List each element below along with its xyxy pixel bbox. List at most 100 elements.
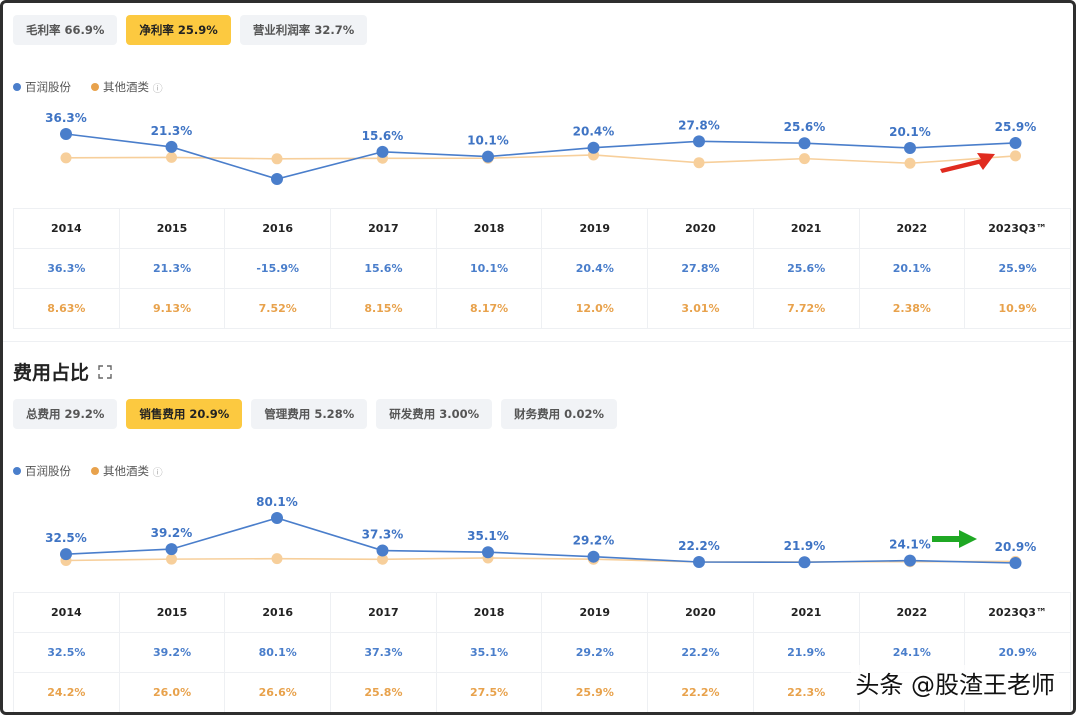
- s2-value-cell: 25.9%: [541, 672, 649, 712]
- year-cell: 2021: [752, 208, 860, 249]
- selling-expense-table: 2014 2015 2016 2017 2018 2019 2020 2021 2022 2023…: [13, 592, 1071, 712]
- expense-tabs: 总费用 29.2% 销售费用 20.9% 管理费用 5.28% 研发费用 3.0…: [13, 399, 618, 429]
- series-line-s1: [65, 133, 1016, 180]
- info-icon[interactable]: ⓘ: [152, 467, 163, 479]
- data-label-s1: 39.2%: [151, 526, 193, 540]
- year-cell: 2020: [647, 208, 754, 249]
- s2-value-cell: 26.6%: [224, 672, 332, 712]
- selling-expense-chart: 32.5% 39.2% 80.1% 37.3% 35.1% 29.2% 22.2% 21.9%…: [45, 495, 1037, 569]
- s1-value-cell: 22.2%: [647, 632, 754, 673]
- data-label-s1: 36.3%: [45, 111, 87, 125]
- point-s1: [376, 544, 389, 557]
- tab-rd-expense[interactable]: 研发费用 3.00%: [376, 399, 493, 429]
- expand-icon[interactable]: [97, 364, 113, 380]
- red-arrow-icon: [940, 153, 995, 173]
- s2-value-cell: 3.01%: [647, 288, 754, 329]
- point-s2: [271, 153, 283, 165]
- year-cell: 2023Q3™: [964, 592, 1071, 633]
- point-s2: [271, 553, 283, 565]
- net-margin-table: 2014 2015 2016 2017 2018 2019 2020 2021 2022 2023…: [13, 208, 1071, 329]
- legend-label-s1: 百润股份: [25, 464, 71, 478]
- s2-value-cell: 27.5%: [435, 672, 543, 712]
- s2-value-cell: 8.17%: [435, 288, 543, 329]
- s1-value-cell: 36.3%: [13, 248, 120, 289]
- tab-finance-expense[interactable]: 财务费用 0.02%: [501, 399, 618, 429]
- data-label-s1: 20.9%: [995, 540, 1037, 554]
- year-cell: 2015: [118, 208, 226, 249]
- point-s1: [798, 556, 811, 569]
- tab-net-margin[interactable]: 净利率 25.9%: [126, 15, 231, 45]
- point-s1: [904, 141, 916, 154]
- green-arrow-icon: [932, 530, 977, 548]
- point-s1: [587, 550, 600, 563]
- tab-admin-expense[interactable]: 管理费用 5.28%: [251, 399, 368, 429]
- table-row: 2014 2015 2016 2017 2018 2019 2020 2021 2022 2023…: [13, 592, 1071, 633]
- s1-value-cell: 27.8%: [647, 248, 754, 289]
- legend-item-s1[interactable]: 百润股份: [13, 463, 71, 479]
- s1-value-cell: 80.1%: [224, 632, 332, 673]
- point-s1: [693, 556, 705, 569]
- tab-gross-margin[interactable]: 毛利率 66.9%: [13, 15, 118, 45]
- s1-value-cell: 15.6%: [330, 248, 437, 289]
- year-cell: 2014: [13, 208, 120, 249]
- net-margin-chart: 36.3% 21.3% 15.6% 10.1% 20.4% 27.8% 25.6% 20.1%…: [45, 111, 1037, 185]
- watermark: 头条 @股渣王老师: [851, 665, 1059, 700]
- s2-value-cell: 7.72%: [752, 288, 860, 329]
- s1-value-cell: 10.1%: [435, 248, 543, 289]
- data-label-s1: 20.1%: [889, 125, 931, 139]
- s2-value-cell: 10.9%: [964, 288, 1071, 329]
- s2-value-cell: 8.15%: [330, 288, 437, 329]
- year-cell: 2019: [541, 208, 649, 249]
- point-s2: [904, 157, 916, 169]
- point-s1: [798, 137, 811, 150]
- data-label-s1: 10.1%: [467, 134, 509, 148]
- legend-label-s1: 百润股份: [25, 80, 71, 94]
- year-cell: 2022: [858, 592, 966, 633]
- year-cell: 2018: [435, 208, 543, 249]
- legend-item-s1[interactable]: 百润股份: [13, 79, 71, 95]
- tab-selling-expense[interactable]: 销售费用 20.9%: [126, 399, 243, 429]
- info-icon[interactable]: ⓘ: [152, 83, 163, 95]
- data-label-s1: 21.9%: [784, 539, 826, 553]
- year-cell: 2016: [224, 592, 332, 633]
- point-s2: [693, 157, 705, 169]
- point-s2: [166, 151, 177, 163]
- section-title: 费用占比: [13, 358, 113, 385]
- ratio-tabs: 毛利率 66.9% 净利率 25.9% 营业利润率 32.7%: [13, 15, 368, 45]
- tab-total-expense[interactable]: 总费用 29.2%: [13, 399, 118, 429]
- legend-dot-s2: [91, 467, 99, 475]
- s2-value-cell: 12.0%: [541, 288, 649, 329]
- table-row: 2014 2015 2016 2017 2018 2019 2020 2021 2022 2023…: [13, 208, 1071, 249]
- table-row: 8.63% 9.13% 7.52% 8.15% 8.17% 12.0% 3.01% 7.72%…: [13, 288, 1071, 329]
- legend-bottom: 百润股份 其他酒类 ⓘ: [13, 463, 177, 479]
- legend-item-s2[interactable]: 其他酒类 ⓘ: [91, 463, 163, 479]
- point-s1: [1009, 136, 1022, 149]
- s2-value-cell: 8.63%: [13, 288, 120, 329]
- point-s1: [376, 145, 389, 158]
- year-cell: 2022: [858, 208, 966, 249]
- point-s1: [482, 150, 494, 163]
- table-row: 36.3% 21.3% -15.9% 15.6% 10.1% 20.4% 27.8% 25.6…: [13, 248, 1071, 289]
- tab-operating-margin[interactable]: 营业利润率 32.7%: [239, 15, 368, 45]
- point-s2: [799, 153, 810, 165]
- s2-value-cell: 9.13%: [118, 288, 226, 329]
- legend-dot-s1: [13, 83, 21, 91]
- point-s2: [1010, 150, 1021, 162]
- legend-top: 百润股份 其他酒类 ⓘ: [13, 79, 177, 95]
- series-line-s1: [65, 517, 1016, 564]
- section-divider: [3, 341, 1073, 342]
- s1-value-cell: 39.2%: [118, 632, 226, 673]
- legend-dot-s1: [13, 467, 21, 475]
- data-label-s1: 15.6%: [362, 129, 404, 143]
- point-s1: [482, 546, 494, 559]
- expense-ratio-title: 费用占比: [13, 362, 90, 384]
- data-label-s1: 25.9%: [995, 120, 1037, 134]
- year-cell: 2023Q3™: [964, 208, 1071, 249]
- legend-item-s2[interactable]: 其他酒类 ⓘ: [91, 79, 163, 95]
- s1-value-cell: 35.1%: [435, 632, 543, 673]
- data-label-s1: 29.2%: [573, 534, 615, 548]
- legend-label-s2: 其他酒类: [103, 464, 149, 478]
- legend-dot-s2: [91, 83, 99, 91]
- s1-value-cell: 25.9%: [964, 248, 1071, 289]
